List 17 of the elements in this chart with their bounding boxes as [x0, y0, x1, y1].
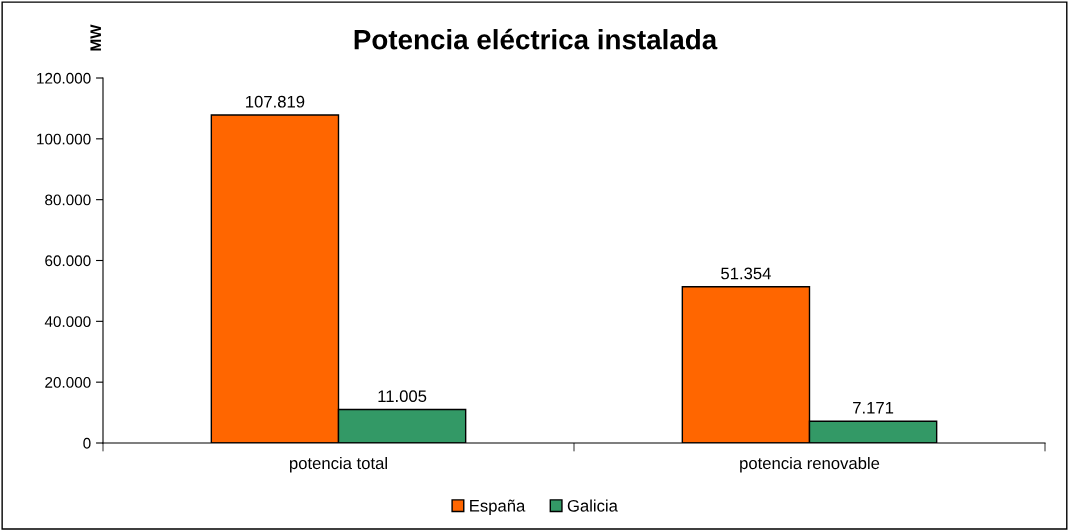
- y-tick-label: 80.000: [45, 194, 91, 206]
- x-tick-label: potencia renovable: [740, 456, 880, 473]
- data-label: 11.005: [378, 390, 427, 403]
- y-tick-label: 60.000: [45, 255, 91, 267]
- y-axis-title: MW: [90, 24, 101, 51]
- legend-label: España: [470, 499, 526, 515]
- y-tick-label: 0: [83, 437, 91, 449]
- y-tick-label: 20.000: [45, 377, 91, 388]
- data-label: 7.171: [853, 402, 894, 414]
- data-label: 51.354: [721, 267, 771, 280]
- x-tick-label: potencia total: [290, 456, 387, 473]
- y-tick-label: 40.000: [44, 316, 91, 328]
- y-tick-label: 120.000: [37, 72, 91, 84]
- data-label: 107.819: [246, 95, 305, 108]
- legend-label: Galicia: [567, 499, 618, 512]
- chart-title: Potencia eléctrica instalada: [354, 28, 718, 50]
- y-tick-label: 100.000: [37, 133, 91, 145]
